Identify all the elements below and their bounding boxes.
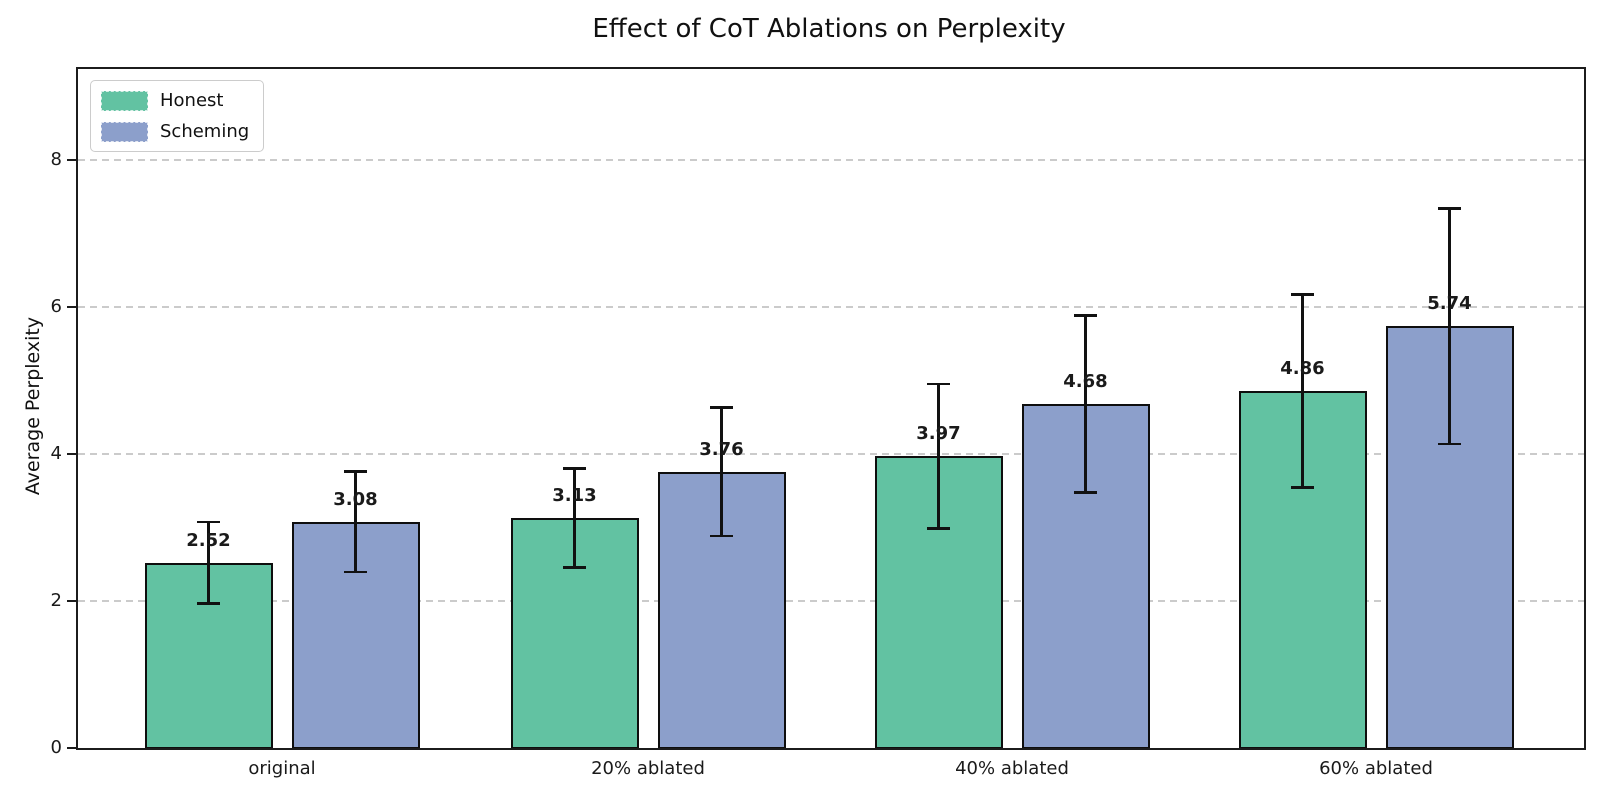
- y-tick-mark-6: [67, 306, 76, 309]
- legend-label: Scheming: [160, 121, 250, 142]
- y-tick-mark-8: [67, 159, 76, 162]
- error-bar-cap-top: [927, 382, 950, 386]
- bar-scheming-20% ablated: [657, 471, 786, 748]
- error-bar-cap-bottom: [710, 534, 733, 538]
- gridline-y-2: [78, 600, 1584, 603]
- legend-item-honest: Honest: [101, 90, 249, 111]
- y-axis-label: Average Perplexity: [22, 316, 44, 496]
- legend-item-scheming: Scheming: [101, 121, 249, 142]
- legend-swatch-scheming: [101, 121, 148, 142]
- y-tick-label-2: 2: [50, 590, 62, 612]
- bar-value-label: 4.68: [1063, 371, 1108, 393]
- error-bar-cap-bottom: [927, 527, 950, 530]
- chart-title: Effect of CoT Ablations on Perplexity: [592, 14, 1066, 44]
- error-bar-cap-bottom: [1074, 491, 1097, 494]
- error-bar: [207, 520, 210, 605]
- x-tick-label: original: [248, 758, 316, 779]
- error-bar: [1084, 314, 1087, 494]
- y-tick-label-8: 8: [50, 149, 62, 171]
- y-tick-mark-2: [67, 600, 76, 603]
- error-bar-cap-top: [710, 406, 733, 409]
- error-bar-cap-top: [563, 467, 586, 470]
- bar-value-label: 2.52: [186, 529, 231, 551]
- error-bar-cap-bottom: [563, 566, 586, 569]
- bar-honest-60% ablated: [1238, 390, 1367, 748]
- legend-label: Honest: [160, 90, 224, 111]
- bar-value-label: 4.86: [1280, 357, 1325, 379]
- gridline-y-8: [78, 159, 1584, 162]
- plot-area: Honest Scheming 0 2 4 6 8 original 20% ablated 4…: [51, 67, 1586, 779]
- error-bar-cap-top: [1074, 314, 1097, 317]
- y-tick-label-4: 4: [50, 443, 62, 465]
- gridline-y-6: [78, 306, 1584, 309]
- x-tick-label: 60% ablated: [1319, 758, 1433, 779]
- error-bar-cap-bottom: [1438, 442, 1461, 446]
- error-bar-cap-top: [1291, 293, 1314, 296]
- gridline-y-4: [78, 453, 1584, 456]
- legend-swatch-honest: [101, 90, 148, 111]
- error-bar: [1301, 293, 1304, 489]
- error-bar-cap-bottom: [344, 570, 367, 574]
- legend: Honest Scheming: [90, 80, 265, 152]
- bar-value-label: 3.97: [916, 423, 961, 445]
- bar-value-label: 3.08: [333, 488, 378, 510]
- y-tick-mark-0: [67, 747, 76, 749]
- error-bar: [720, 406, 723, 538]
- x-tick-label: 40% ablated: [955, 758, 1069, 779]
- error-bar-cap-bottom: [197, 602, 220, 605]
- error-bar: [354, 470, 357, 574]
- error-bar-cap-bottom: [1291, 486, 1314, 489]
- y-tick-label-0: 0: [50, 737, 62, 758]
- y-tick-mark-4: [67, 453, 76, 456]
- x-tick-label: 20% ablated: [591, 758, 705, 779]
- error-bar-cap-top: [344, 470, 367, 473]
- error-bar: [573, 467, 576, 569]
- bar-value-label: 3.76: [699, 438, 744, 460]
- error-bar-cap-top: [197, 520, 220, 524]
- bar-value-label: 3.13: [552, 485, 597, 506]
- error-bar: [937, 382, 940, 530]
- error-bar-cap-top: [1438, 207, 1461, 210]
- bar-value-label: 5.74: [1427, 293, 1472, 315]
- error-bar: [1448, 207, 1451, 446]
- y-tick-label-6: 6: [50, 296, 62, 318]
